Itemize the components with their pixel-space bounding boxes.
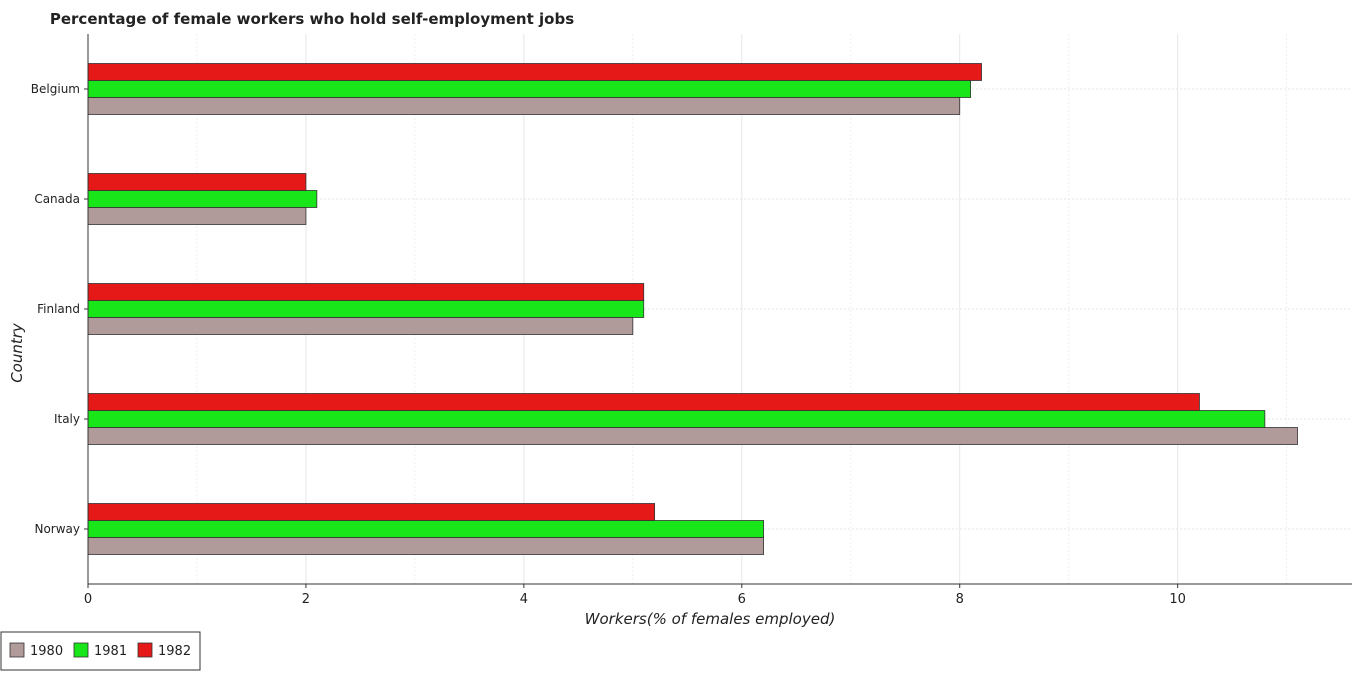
bar-italy-1980 — [87, 427, 1298, 445]
bar-italy-1982 — [87, 393, 1200, 411]
x-tick-label: 6 — [738, 592, 746, 607]
bar-canada-1980 — [87, 207, 307, 225]
bar-finland-1982 — [87, 283, 645, 301]
y-tick-label: Norway — [34, 522, 80, 536]
bar-belgium-1981 — [87, 80, 972, 98]
legend-label: 1980 — [30, 644, 63, 659]
bar-norway-1982 — [87, 503, 656, 521]
y-tick-label: Belgium — [31, 82, 80, 96]
x-axis-label: Workers(% of females employed) — [585, 610, 836, 628]
y-tick-label: Italy — [54, 412, 80, 426]
legend: 1980 1981 1982 — [0, 631, 201, 671]
bar-belgium-1980 — [87, 97, 961, 115]
bar-canada-1981 — [87, 190, 318, 208]
bar-italy-1981 — [87, 410, 1266, 428]
legend-label: 1982 — [158, 644, 191, 659]
y-tick-label: Canada — [34, 192, 80, 206]
bar-canada-1982 — [87, 173, 307, 191]
y-axis-label: Country — [8, 322, 26, 383]
legend-label: 1981 — [94, 644, 127, 659]
x-tick-label: 8 — [956, 592, 964, 607]
bar-norway-1981 — [87, 520, 764, 538]
bar-finland-1981 — [87, 300, 645, 318]
bars — [87, 63, 1298, 555]
x-tick-label: 2 — [302, 592, 310, 607]
bar-belgium-1982 — [87, 63, 982, 81]
legend-swatch — [73, 642, 89, 658]
bar-finland-1980 — [87, 317, 634, 335]
y-tick-label: Finland — [37, 302, 80, 316]
legend-swatch — [137, 642, 153, 658]
chart-title: Percentage of female workers who hold se… — [50, 10, 574, 28]
legend-swatch — [9, 642, 25, 658]
x-tick-label: 10 — [1169, 592, 1186, 607]
bar-norway-1980 — [87, 537, 764, 555]
legend-box — [0, 631, 201, 671]
axes: 0 2 4 6 8 10 Belgium Canada Finland Italy Norway — [31, 34, 1352, 607]
x-tick-label: 4 — [520, 592, 528, 607]
x-tick-label: 0 — [84, 592, 92, 607]
